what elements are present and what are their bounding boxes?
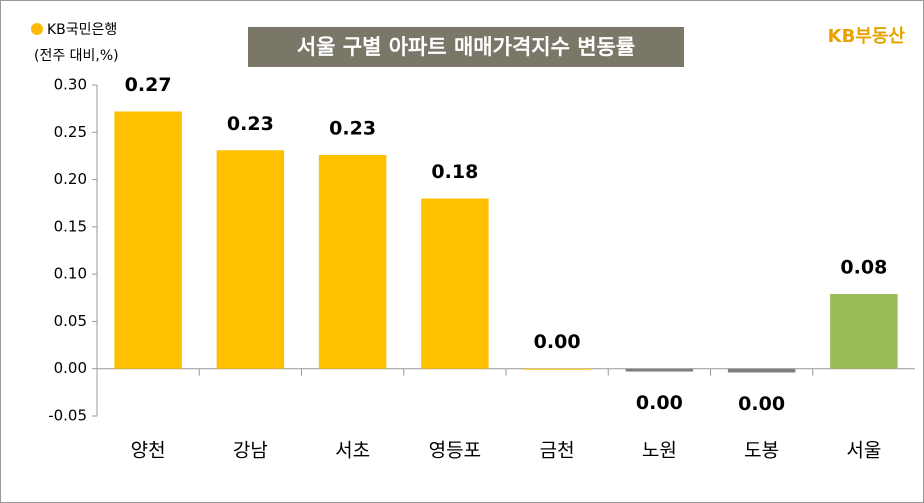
bar bbox=[523, 368, 591, 370]
bar bbox=[830, 294, 898, 369]
bar bbox=[318, 154, 387, 369]
bar bbox=[625, 368, 694, 372]
chart-title: 서울 구별 아파트 매매가격지수 변동률 bbox=[297, 35, 635, 59]
y-tick-label: -0.05 bbox=[48, 407, 87, 425]
y-tick-label: 0.25 bbox=[54, 123, 87, 141]
x-tick-label: 도봉 bbox=[744, 440, 779, 462]
value-label: 0.08 bbox=[840, 257, 887, 279]
logo-icon bbox=[31, 23, 43, 35]
brand-left: KB국민은행 bbox=[31, 22, 117, 38]
bar bbox=[114, 111, 182, 369]
value-label: 0.23 bbox=[227, 113, 274, 135]
x-tick-label: 양천 bbox=[131, 440, 166, 462]
x-tick-label: 서울 bbox=[846, 440, 881, 462]
value-label: 0.00 bbox=[534, 331, 581, 353]
y-tick-label: 0.20 bbox=[54, 170, 87, 188]
x-tick-label: 서초 bbox=[335, 440, 370, 462]
x-tick-label: 노원 bbox=[642, 440, 677, 462]
bar bbox=[421, 198, 489, 369]
title-box bbox=[248, 27, 684, 67]
bar bbox=[727, 368, 796, 373]
y-tick-label: 0.05 bbox=[54, 312, 87, 330]
value-label: 0.23 bbox=[329, 117, 376, 139]
x-tick-label: 영등포 bbox=[429, 440, 481, 462]
y-tick-label: 0.10 bbox=[54, 265, 87, 283]
y-tick-label: 0.15 bbox=[54, 217, 87, 235]
value-label: 0.00 bbox=[636, 392, 683, 414]
x-tick-label: 금천 bbox=[540, 440, 575, 462]
value-label: 0.00 bbox=[738, 393, 785, 415]
x-tick-label: 강남 bbox=[233, 440, 268, 462]
y-unit: (전주 대비,%) bbox=[34, 48, 119, 64]
brand-right: KB부동산 bbox=[828, 26, 906, 47]
value-label: 0.27 bbox=[125, 74, 172, 96]
bar bbox=[216, 150, 285, 369]
y-tick-label: 0.30 bbox=[54, 76, 87, 94]
brand-left-text: KB국민은행 bbox=[47, 22, 117, 38]
value-label: 0.18 bbox=[431, 161, 478, 183]
y-tick-label: 0.00 bbox=[54, 359, 87, 377]
